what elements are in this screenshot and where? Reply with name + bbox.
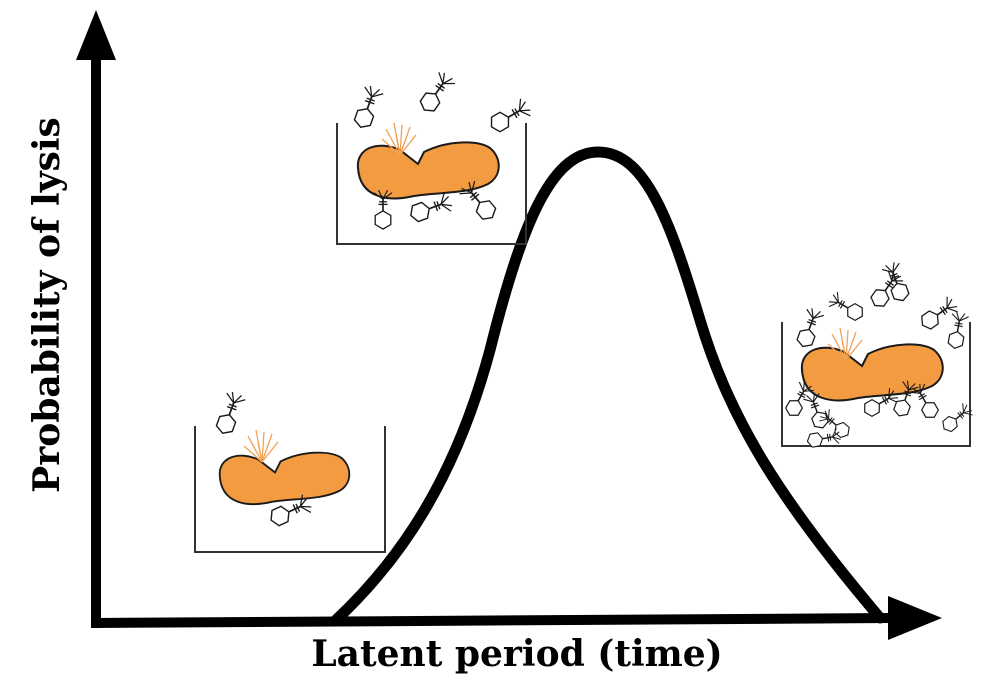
- x-axis-arrowhead: [888, 596, 942, 640]
- x-axis: [90, 613, 901, 628]
- x-axis-label: Latent period (time): [311, 633, 723, 675]
- lysis-probability-curve: [330, 146, 886, 626]
- y-axis-arrowhead: [76, 10, 116, 60]
- inset-late: [781, 259, 976, 450]
- inset-peak: [336, 69, 534, 245]
- y-axis-label: Probability of lysis: [26, 117, 68, 493]
- axes: [76, 10, 942, 640]
- inset-early: [194, 389, 386, 553]
